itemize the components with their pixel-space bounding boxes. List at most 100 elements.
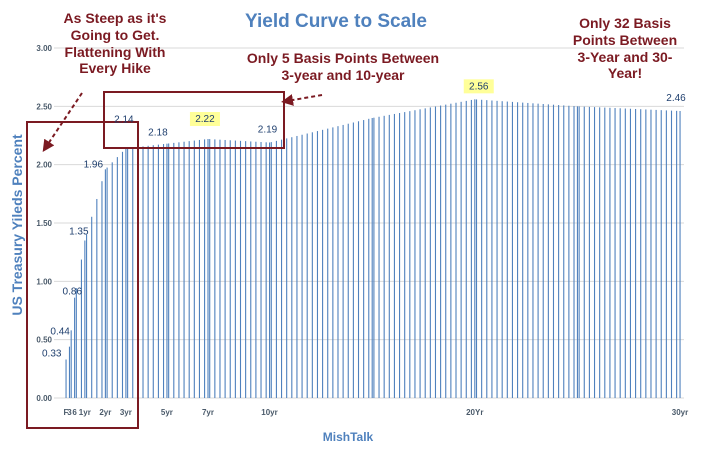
bar bbox=[393, 113, 395, 398]
bar bbox=[311, 132, 313, 398]
bars bbox=[65, 99, 681, 399]
y-tick-label: 3.00 bbox=[36, 44, 52, 53]
bar bbox=[116, 157, 118, 398]
y-axis-label: US Treasury Yileds Percent bbox=[9, 134, 25, 316]
annotation-5bp: Only 5 Basis Points Between 3-year and 1… bbox=[218, 50, 468, 84]
bar bbox=[599, 107, 601, 398]
bar bbox=[214, 139, 216, 398]
bar bbox=[517, 102, 519, 398]
bar bbox=[168, 143, 170, 398]
bar bbox=[511, 101, 513, 399]
bar bbox=[234, 140, 236, 399]
x-tick-label: 3 bbox=[67, 408, 72, 417]
bar bbox=[363, 120, 365, 399]
bar bbox=[378, 116, 380, 398]
x-tick-label: 2yr bbox=[99, 408, 111, 417]
bar bbox=[296, 135, 298, 398]
bar bbox=[96, 198, 98, 398]
bar bbox=[157, 144, 159, 398]
bar bbox=[229, 140, 231, 398]
bar bbox=[568, 105, 570, 398]
bar bbox=[198, 139, 201, 398]
bar bbox=[665, 110, 667, 398]
bar bbox=[80, 259, 82, 398]
y-tick-label: 2.00 bbox=[36, 161, 52, 170]
bar bbox=[275, 140, 277, 398]
bar bbox=[371, 118, 373, 398]
bar bbox=[547, 104, 549, 398]
bar bbox=[91, 216, 93, 398]
annotation-line: Points Between bbox=[572, 31, 678, 48]
bar bbox=[68, 346, 71, 398]
bar bbox=[219, 139, 221, 399]
bar bbox=[450, 103, 452, 398]
bar bbox=[578, 106, 580, 399]
bar bbox=[604, 107, 606, 399]
bar bbox=[352, 122, 354, 398]
annotation-line: As Steep as it's bbox=[63, 10, 167, 26]
bar bbox=[445, 104, 447, 398]
bar bbox=[166, 143, 168, 398]
bar bbox=[142, 146, 144, 398]
bar bbox=[635, 108, 637, 398]
bar bbox=[70, 330, 72, 398]
bar bbox=[414, 110, 416, 398]
bar bbox=[486, 100, 488, 399]
annotation-steep: As Steep as it's Going to Get. Flattenin… bbox=[40, 10, 190, 77]
bar bbox=[593, 107, 596, 398]
bar bbox=[660, 110, 662, 399]
x-tick-label: 6 bbox=[72, 408, 77, 417]
bar bbox=[127, 148, 129, 398]
bar bbox=[207, 139, 209, 398]
bar bbox=[679, 111, 681, 398]
x-tick-label: 3yr bbox=[120, 408, 132, 417]
bar bbox=[86, 234, 88, 398]
bar bbox=[640, 109, 642, 398]
y-tick-label: 1.50 bbox=[36, 219, 52, 228]
annotation-line: Going to Get. bbox=[70, 26, 160, 43]
y-tick-label: 0.00 bbox=[36, 394, 52, 403]
y-tick-label: 0.50 bbox=[36, 336, 52, 345]
bar bbox=[337, 126, 339, 399]
bar bbox=[537, 103, 539, 399]
bar bbox=[162, 144, 165, 398]
data-label: 2.46 bbox=[666, 93, 686, 104]
bar bbox=[429, 107, 431, 398]
annotation-line: Year! bbox=[607, 65, 643, 82]
data-label: 1.35 bbox=[69, 227, 89, 238]
data-label: 2.56 bbox=[469, 81, 489, 92]
flat-arrow bbox=[281, 94, 323, 106]
bar bbox=[188, 141, 190, 398]
x-tick-label: 10yr bbox=[261, 408, 277, 417]
annotation-boxes bbox=[26, 91, 285, 429]
annotation-line: Flattening With bbox=[64, 43, 166, 60]
bar bbox=[434, 106, 437, 398]
steep-arrow bbox=[42, 92, 83, 152]
bar bbox=[280, 139, 283, 398]
y-tick-label: 2.50 bbox=[36, 102, 52, 111]
bar bbox=[609, 107, 611, 399]
bar bbox=[399, 113, 401, 399]
bar bbox=[474, 99, 476, 398]
data-label: 0.44 bbox=[50, 327, 70, 338]
data-label: 2.18 bbox=[148, 128, 168, 139]
bar bbox=[104, 169, 106, 398]
bar bbox=[65, 359, 67, 398]
bar bbox=[588, 106, 590, 398]
bar bbox=[332, 127, 334, 399]
annotation-line: 3-Year and 30- bbox=[577, 48, 673, 65]
bar bbox=[670, 110, 673, 398]
bar bbox=[322, 129, 324, 398]
bar bbox=[552, 104, 555, 398]
bar bbox=[183, 141, 185, 398]
bar bbox=[368, 118, 370, 399]
x-tick-label: F bbox=[64, 408, 69, 417]
bar bbox=[152, 145, 154, 398]
bar bbox=[291, 137, 293, 399]
y-tick-label: 1.00 bbox=[36, 277, 52, 286]
bar bbox=[173, 142, 175, 398]
bar bbox=[532, 103, 534, 399]
bar bbox=[491, 100, 493, 398]
bar bbox=[260, 142, 262, 398]
